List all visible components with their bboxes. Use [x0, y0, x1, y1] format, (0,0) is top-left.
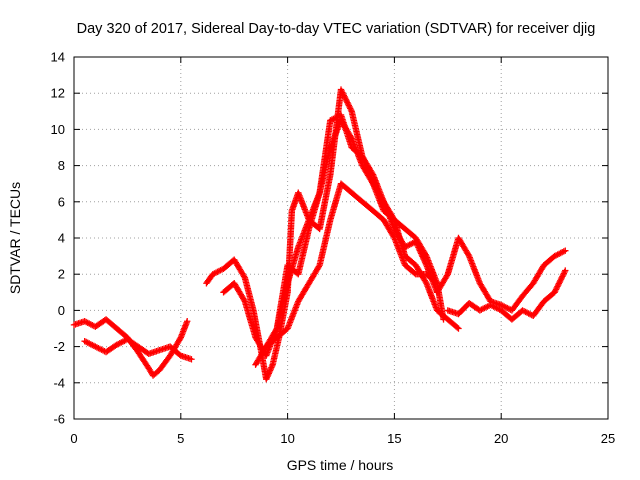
grid-layer	[73, 56, 609, 420]
data-point-interp	[557, 276, 565, 283]
data-point-interp	[341, 93, 348, 101]
data-point-interp	[414, 242, 421, 250]
data-point-interp	[413, 241, 421, 248]
data-point-interp	[176, 335, 184, 343]
y-tick-label: 0	[58, 303, 65, 318]
y-tick-label: -4	[53, 375, 65, 390]
x-tick-label: 5	[177, 431, 184, 446]
data-point-interp	[417, 248, 424, 256]
y-tick-label: 14	[51, 50, 65, 65]
data-point-interp	[559, 273, 566, 280]
data-point	[188, 356, 195, 363]
data-point-interp	[561, 268, 568, 276]
x-tick-label: 0	[70, 431, 77, 446]
data-point-interp	[272, 326, 280, 334]
series-track-f	[263, 180, 441, 350]
data-point-interp	[240, 273, 248, 280]
data-point-interp	[415, 244, 422, 251]
y-tick-label: -2	[53, 339, 65, 354]
x-tick-label: 15	[387, 431, 401, 446]
data-marks	[70, 86, 569, 383]
data-point-interp	[340, 92, 348, 99]
data-point-interp	[560, 270, 568, 277]
y-tick-label: 12	[51, 86, 65, 101]
y-tick-label: 8	[58, 158, 65, 173]
data-point-interp	[422, 260, 429, 267]
data-point-interp	[346, 103, 353, 111]
y-tick-label: 10	[51, 122, 65, 137]
data-point-interp	[415, 245, 423, 253]
series-track-g	[433, 234, 569, 314]
series-track-b	[81, 336, 195, 363]
data-point-interp	[347, 106, 355, 114]
data-point-interp	[390, 233, 397, 240]
y-tick-labels: -6 -4 -2 0 2 4 6 8 10 12 14	[51, 50, 65, 427]
series-track-h	[444, 267, 569, 323]
data-point	[184, 318, 191, 325]
data-point-interp	[552, 286, 560, 293]
data-point-interp	[420, 256, 427, 263]
data-point-interp	[553, 284, 560, 292]
data-point	[337, 86, 345, 93]
data-point-interp	[418, 251, 425, 259]
data-point-interp	[417, 250, 425, 257]
data-point-interp	[343, 97, 350, 105]
data-point-interp	[413, 239, 420, 247]
data-point-interp	[554, 283, 561, 290]
y-axis-label: SDTVAR / TECUs	[7, 182, 23, 294]
data-point-interp	[345, 102, 353, 109]
data-point	[562, 267, 569, 274]
x-axis-label: GPS time / hours	[287, 457, 394, 473]
data-point-interp	[558, 274, 565, 282]
data-point-interp	[419, 253, 426, 260]
chart-title: Day 320 of 2017, Sidereal Day-to-day VTE…	[77, 21, 596, 37]
data-point-interp	[421, 257, 428, 264]
series-track-e	[252, 117, 441, 368]
data-point-interp	[339, 89, 346, 96]
data-point-interp	[338, 87, 345, 95]
y-tick-label: 2	[58, 267, 65, 282]
y-tick-label: 6	[58, 194, 65, 209]
data-point	[412, 238, 419, 245]
data-point-interp	[347, 105, 354, 112]
data-point-interp	[369, 170, 376, 177]
data-point-interp	[315, 263, 323, 270]
x-tick-label: 10	[280, 431, 294, 446]
data-point	[433, 280, 441, 287]
x-tick-labels: 0 5 10 15 20 25	[70, 431, 615, 446]
data-point-interp	[454, 324, 461, 331]
data-point-interp	[559, 271, 567, 279]
data-point	[562, 247, 569, 254]
data-point-interp	[557, 277, 564, 284]
data-point-interp	[416, 247, 423, 254]
y-tick-label: -6	[53, 412, 65, 427]
data-point-interp	[419, 254, 427, 261]
data-point-interp	[379, 197, 387, 204]
data-point-interp	[556, 278, 563, 286]
data-point-interp	[465, 251, 472, 258]
data-point-interp	[240, 296, 248, 304]
y-tick-label: 4	[58, 231, 65, 246]
data-point	[455, 325, 462, 332]
data-point-interp	[555, 280, 563, 287]
data-point-interp	[342, 96, 350, 103]
data-point-interp	[347, 133, 355, 141]
plot-frame	[73, 56, 609, 420]
data-point-interp	[344, 100, 352, 108]
data-point-interp	[339, 90, 347, 98]
data-point	[551, 289, 558, 296]
x-tick-label: 20	[494, 431, 508, 446]
data-point-interp	[344, 99, 351, 106]
data-point-interp	[421, 259, 429, 266]
data-point-interp	[422, 278, 429, 286]
data-point-interp	[432, 279, 440, 286]
data-point-interp	[552, 287, 559, 295]
x-tick-label: 25	[601, 431, 615, 446]
data-point-interp	[342, 95, 349, 102]
data-point-interp	[554, 281, 562, 289]
data-point-interp	[443, 272, 451, 279]
